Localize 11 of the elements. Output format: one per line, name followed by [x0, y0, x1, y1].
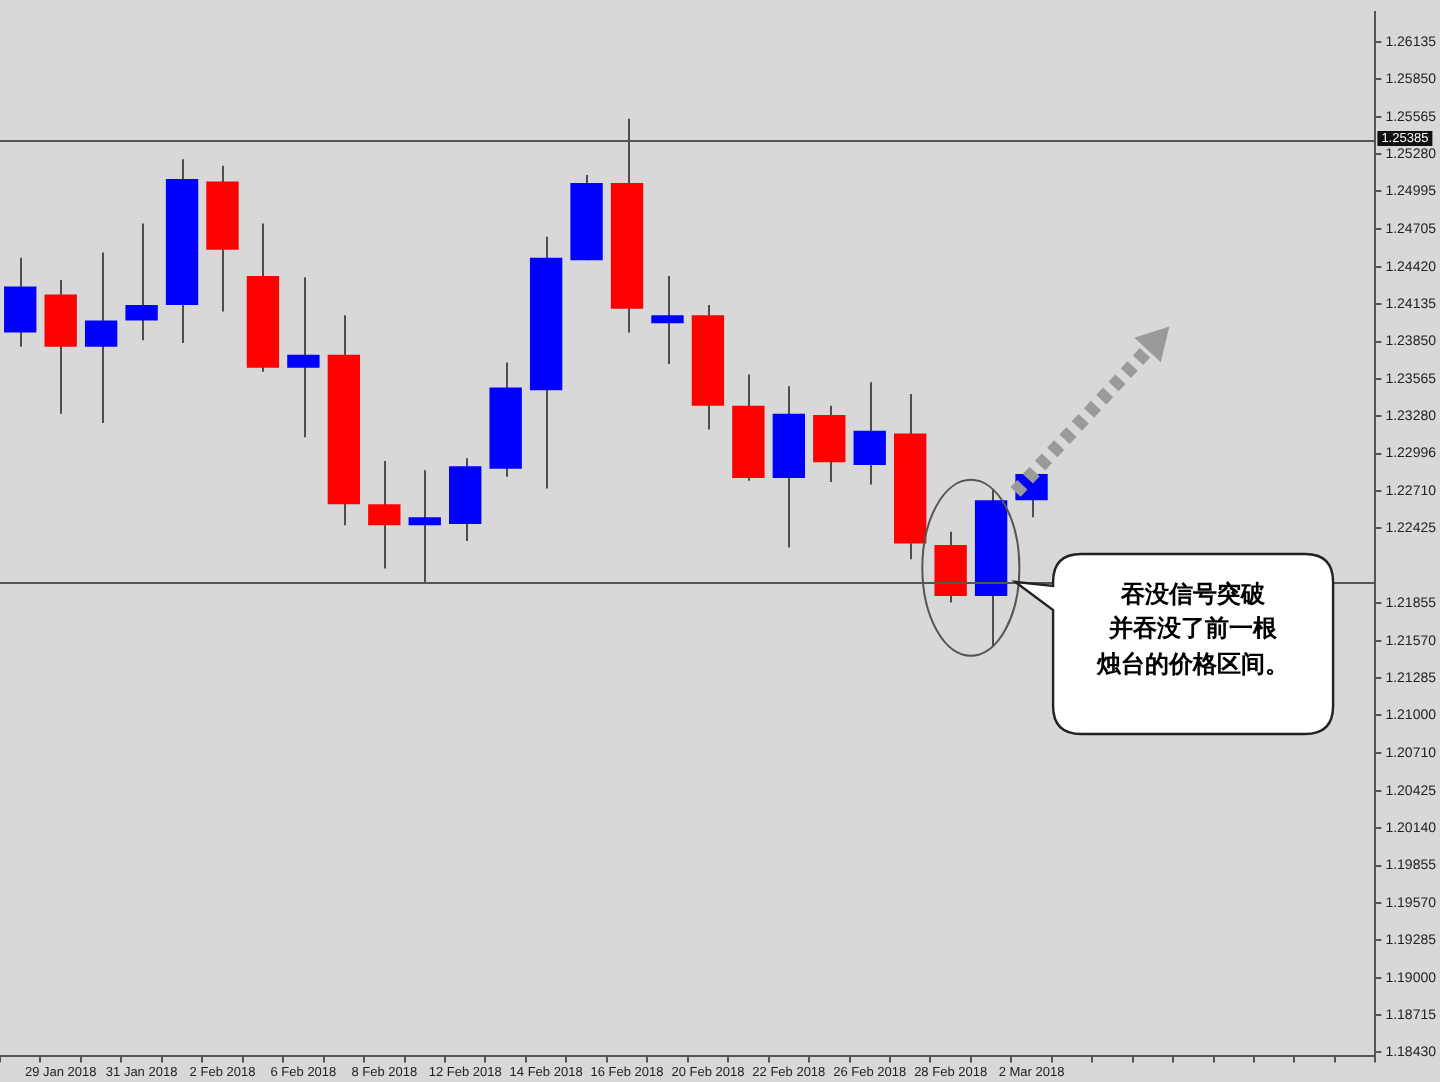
candlestick [813, 404, 846, 483]
candlestick [368, 459, 401, 570]
candlestick [853, 381, 886, 486]
annotation: 烛台的价格区间。 [1094, 647, 1292, 682]
candlestick [125, 222, 158, 342]
candlestick [4, 256, 37, 348]
candlestick [651, 275, 684, 365]
annotation: 并吞没了前一根 [1107, 612, 1280, 647]
candlestick [287, 276, 320, 439]
candlestick [84, 251, 118, 424]
annotation: 吞没信号突破 [1119, 578, 1268, 612]
